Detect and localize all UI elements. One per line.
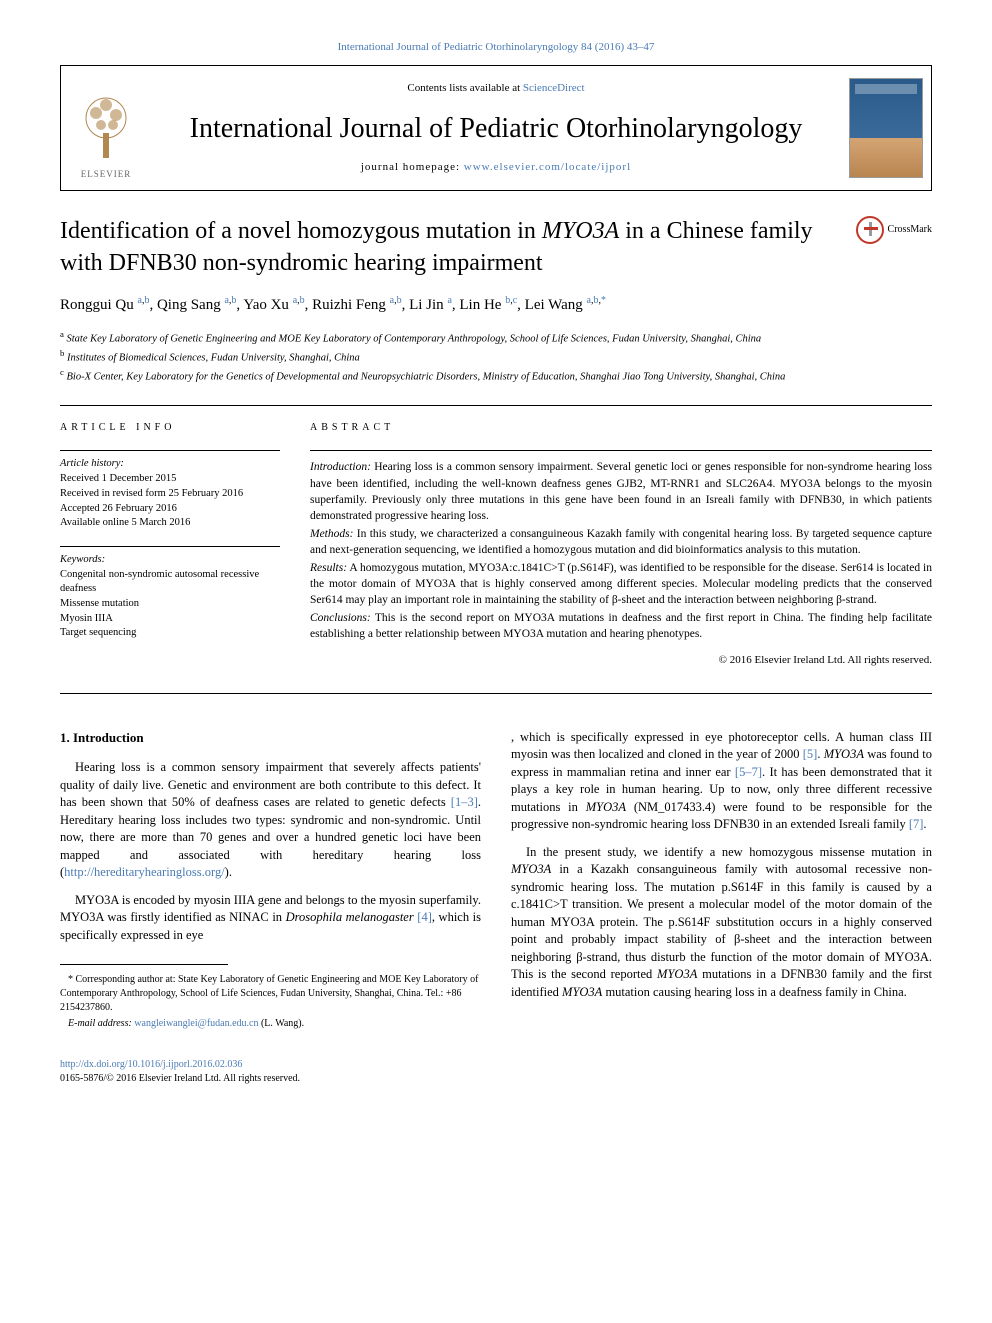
abstract-methods: Methods: In this study, we characterized… [310,526,932,558]
issn-copyright: 0165-5876/© 2016 Elsevier Ireland Ltd. A… [60,1072,932,1086]
footnote-divider [60,964,228,965]
corresponding-link[interactable]: * [601,295,606,306]
affil-link[interactable]: a [293,295,297,306]
history-line: Available online 5 March 2016 [60,516,280,531]
abstract-conclusions: Conclusions: This is the second report o… [310,610,932,642]
corresponding-footnote: * Corresponding author at: State Key Lab… [60,973,481,1015]
keyword: Target sequencing [60,626,280,641]
body-paragraph: MYO3A is encoded by myosin IIIA gene and… [60,892,481,945]
publisher-logo: ELSEVIER [61,66,151,190]
affil-link[interactable]: a [587,295,591,306]
crossmark-icon [856,216,884,244]
abstract-copyright: © 2016 Elsevier Ireland Ltd. All rights … [310,653,932,668]
doi-link[interactable]: http://dx.doi.org/10.1016/j.ijporl.2016.… [60,1059,242,1070]
affil-link[interactable]: b [397,295,402,306]
affil-link[interactable]: a [138,295,142,306]
affiliations: a State Key Laboratory of Genetic Engine… [60,328,932,386]
keyword: Missense mutation [60,597,280,612]
abstract-column: ABSTRACT Introduction: Hearing loss is a… [310,421,932,667]
affil-link[interactable]: a [390,295,394,306]
footer: http://dx.doi.org/10.1016/j.ijporl.2016.… [60,1058,932,1086]
affil-link[interactable]: b [593,295,598,306]
affil-link[interactable]: c [513,295,517,306]
abstract-results: Results: A homozygous mutation, MYO3A:c.… [310,560,932,608]
body-paragraph-continued: , which is specifically expressed in eye… [511,729,932,834]
ref-link[interactable]: [1–3] [451,795,478,809]
email-footnote: E-mail address: wangleiwanglei@fudan.edu… [60,1017,481,1031]
article-info-header: ARTICLE INFO [60,421,280,440]
journal-header: ELSEVIER Contents lists available at Sci… [60,65,932,191]
cover-image [849,78,923,178]
abstract-intro: Introduction: Hearing loss is a common s… [310,459,932,523]
divider [60,405,932,406]
journal-name: International Journal of Pediatric Otorh… [161,109,831,148]
affiliation-b: b Institutes of Biomedical Sciences, Fud… [60,347,932,366]
info-abstract-row: ARTICLE INFO Article history: Received 1… [60,421,932,667]
history-label: Article history: [60,457,280,472]
divider [60,693,932,694]
affiliation-a: a State Key Laboratory of Genetic Engine… [60,328,932,347]
keywords-block: Keywords: Congenital non-syndromic autos… [60,546,280,641]
external-link[interactable]: http://hereditaryhearingloss.org/ [64,865,225,879]
ref-link[interactable]: [7] [909,817,924,831]
body-paragraph: In the present study, we identify a new … [511,844,932,1002]
header-center: Contents lists available at ScienceDirec… [151,66,841,190]
crossmark-label: CrossMark [888,223,932,237]
homepage-link[interactable]: www.elsevier.com/locate/ijporl [464,161,631,173]
history-line: Received in revised form 25 February 201… [60,487,280,502]
journal-cover [841,66,931,190]
authors: Ronggui Qu a,b, Qing Sang a,b, Yao Xu a,… [60,294,932,316]
ref-link[interactable]: [5] [803,747,818,761]
elsevier-tree-icon [76,93,136,163]
section-heading: 1. Introduction [60,729,481,747]
homepage-line: journal homepage: www.elsevier.com/locat… [161,160,831,175]
body-columns: 1. Introduction Hearing loss is a common… [60,729,932,1033]
article-info-column: ARTICLE INFO Article history: Received 1… [60,421,280,667]
affil-link[interactable]: a [224,295,228,306]
ref-link[interactable]: [5–7] [735,765,762,779]
sciencedirect-link[interactable]: ScienceDirect [523,82,585,94]
keyword: Myosin IIIA [60,612,280,627]
keyword: Congenital non-syndromic autosomal reces… [60,568,280,597]
history-line: Received 1 December 2015 [60,472,280,487]
left-column: 1. Introduction Hearing loss is a common… [60,729,481,1033]
keywords-label: Keywords: [60,553,280,568]
title-row: Identification of a novel homozygous mut… [60,216,932,278]
crossmark-badge[interactable]: CrossMark [856,216,932,244]
affiliation-c: c Bio-X Center, Key Laboratory for the G… [60,366,932,385]
email-link[interactable]: wangleiwanglei@fudan.edu.cn [134,1018,258,1029]
right-column: , which is specifically expressed in eye… [511,729,932,1033]
affil-link[interactable]: b [231,295,236,306]
abstract-header: ABSTRACT [310,421,932,440]
affil-link[interactable]: a [447,295,451,306]
footnotes: * Corresponding author at: State Key Lab… [60,973,481,1031]
affil-link[interactable]: b [300,295,305,306]
ref-link[interactable]: [4] [417,910,432,924]
journal-citation[interactable]: International Journal of Pediatric Otorh… [60,40,932,55]
homepage-prefix: journal homepage: [361,161,464,173]
contents-prefix: Contents lists available at [407,82,522,94]
article-history: Article history: Received 1 December 201… [60,450,280,530]
contents-available: Contents lists available at ScienceDirec… [161,81,831,96]
affil-link[interactable]: b [505,295,510,306]
article-title: Identification of a novel homozygous mut… [60,216,841,278]
publisher-name: ELSEVIER [81,168,132,181]
body-paragraph: Hearing loss is a common sensory impairm… [60,759,481,882]
history-line: Accepted 26 February 2016 [60,502,280,517]
affil-link[interactable]: b [144,295,149,306]
